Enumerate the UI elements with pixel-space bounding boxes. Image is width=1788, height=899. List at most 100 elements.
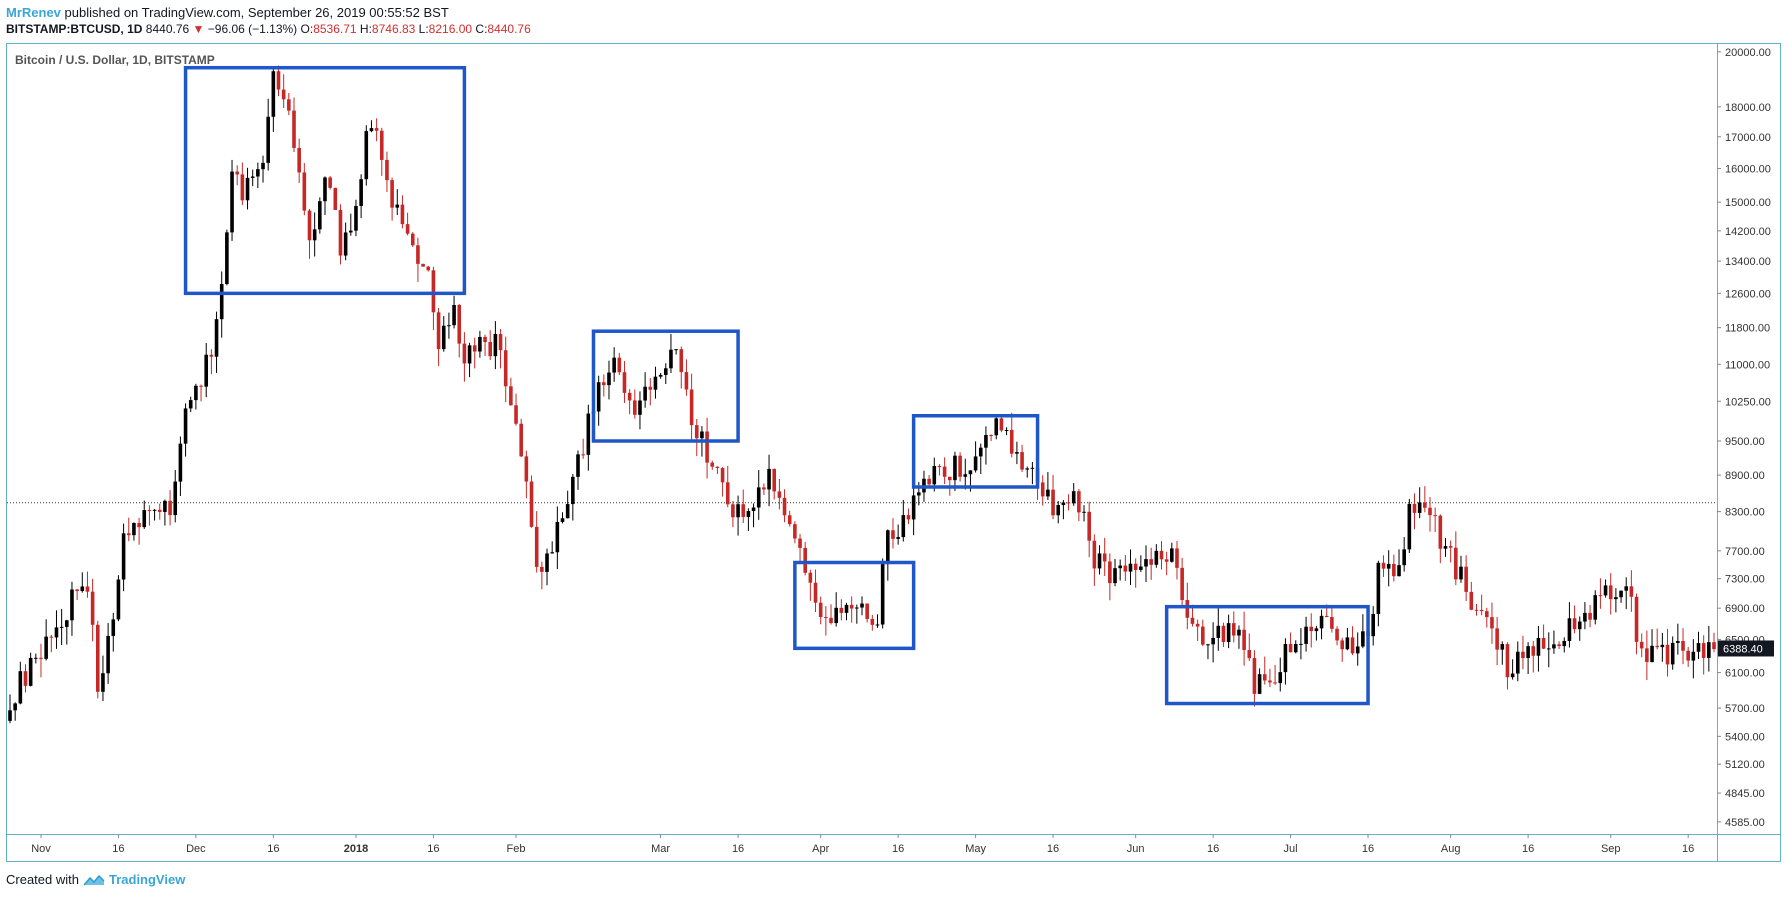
candle-body <box>328 177 332 188</box>
candle-body <box>256 169 260 177</box>
candle-body <box>1056 505 1061 516</box>
candle-body <box>705 431 709 463</box>
annotation-rectangle[interactable] <box>1164 604 1370 706</box>
candle-body <box>426 266 431 271</box>
candle-body <box>545 553 549 572</box>
candle-body <box>643 386 647 401</box>
candle-body <box>1438 515 1443 549</box>
candle-body <box>540 566 544 572</box>
candle-body <box>483 336 487 342</box>
candle-body <box>225 232 229 285</box>
author-name[interactable]: MrRenev <box>6 5 61 20</box>
candle-body <box>312 229 317 241</box>
x-tick-label: 16 <box>732 843 744 855</box>
candle-body <box>49 636 54 638</box>
candle-body <box>1149 559 1153 565</box>
candle-body <box>1231 623 1236 636</box>
candle-body <box>266 116 270 163</box>
candle-body <box>157 509 162 512</box>
y-tick-label: 7300.00 <box>1725 574 1765 586</box>
candle-body <box>1221 625 1226 643</box>
candle-body <box>168 500 172 516</box>
candle-body <box>947 476 952 481</box>
y-tick-label: 6100.00 <box>1725 668 1765 680</box>
candle-body <box>323 177 327 202</box>
y-tick-label: 11000.00 <box>1725 359 1770 371</box>
candle-body <box>772 468 777 492</box>
candle-body <box>416 245 420 264</box>
candle-body <box>39 657 43 659</box>
y-tick-label: 4845.00 <box>1725 788 1765 800</box>
candle-body <box>1639 641 1644 649</box>
candle-body <box>261 162 265 170</box>
candle-body <box>1237 629 1241 636</box>
publish-line: MrRenev published on TradingView.com, Se… <box>6 4 1776 21</box>
y-tick-label: 8900.00 <box>1725 470 1765 482</box>
candle-body <box>1454 547 1458 580</box>
x-tick-label: 16 <box>427 843 439 855</box>
x-tick-label: 16 <box>267 843 279 855</box>
candle-body <box>746 511 751 517</box>
low-label: L: <box>418 22 429 36</box>
candle-body <box>1479 609 1484 612</box>
annotation-rectangle[interactable] <box>591 329 740 443</box>
high-label: H: <box>359 22 372 36</box>
candle-body <box>1087 511 1091 541</box>
candle-body <box>715 466 720 468</box>
candle-body <box>1345 637 1350 650</box>
candle-body <box>1567 618 1572 641</box>
candle-body <box>1195 623 1200 627</box>
candle-body <box>245 177 250 201</box>
candle-body <box>1108 561 1112 584</box>
candle-body <box>627 392 632 401</box>
candle-body <box>333 187 338 210</box>
y-tick-label: 20000.00 <box>1725 47 1771 59</box>
annotation-rectangle[interactable] <box>911 414 1040 489</box>
candle-body <box>1128 563 1133 572</box>
candle-body <box>1309 626 1314 632</box>
price-tag-background <box>1718 640 1774 657</box>
candle-body <box>586 413 591 455</box>
x-tick-label: Dec <box>186 843 206 855</box>
candle-body <box>142 510 147 528</box>
candle-body <box>663 368 668 375</box>
candle-body <box>509 386 513 406</box>
candle-body <box>1015 452 1019 454</box>
candle-body <box>1469 591 1474 610</box>
candle-body <box>34 657 38 659</box>
candle-body <box>849 604 854 609</box>
candle-body <box>1004 429 1009 431</box>
candle-body <box>44 636 48 659</box>
candle-body <box>493 334 498 357</box>
candle-body <box>1293 644 1298 653</box>
candle-body <box>720 467 725 483</box>
x-tick-label: Apr <box>812 843 829 855</box>
candle-body <box>488 341 493 357</box>
price-chart[interactable]: Bitcoin / U.S. Dollar, 1D, BITSTAMP 2000… <box>0 0 1788 870</box>
candle-body <box>1278 672 1283 684</box>
candle-body <box>1402 549 1406 566</box>
annotation-rectangle[interactable] <box>793 560 916 651</box>
y-axis: 20000.00 18000.00 17000.00 16000.00 15000.00… <box>1717 47 1771 829</box>
candle-body <box>571 476 575 505</box>
candle-body <box>1546 648 1551 650</box>
candle-body <box>1619 590 1623 598</box>
candle-body <box>1299 643 1303 645</box>
candle-body <box>436 312 441 350</box>
open-value: 8536.71 <box>313 22 357 36</box>
annotation-rectangle[interactable] <box>183 65 467 296</box>
candle-body <box>307 210 312 241</box>
candle-body <box>121 533 126 580</box>
candle-body <box>617 357 622 373</box>
candle-body <box>917 492 921 496</box>
candle-body <box>343 232 348 256</box>
candle-body <box>183 408 188 444</box>
x-tick-label: Jun <box>1127 843 1145 855</box>
candle-body <box>28 657 33 686</box>
candle-body <box>1707 642 1711 658</box>
created-with-text: Created with <box>6 872 79 887</box>
tradingview-brand[interactable]: TradingView <box>108 872 186 887</box>
close-value: 8440.76 <box>487 22 531 36</box>
candle-body <box>689 389 694 426</box>
candle-body <box>1252 658 1257 694</box>
